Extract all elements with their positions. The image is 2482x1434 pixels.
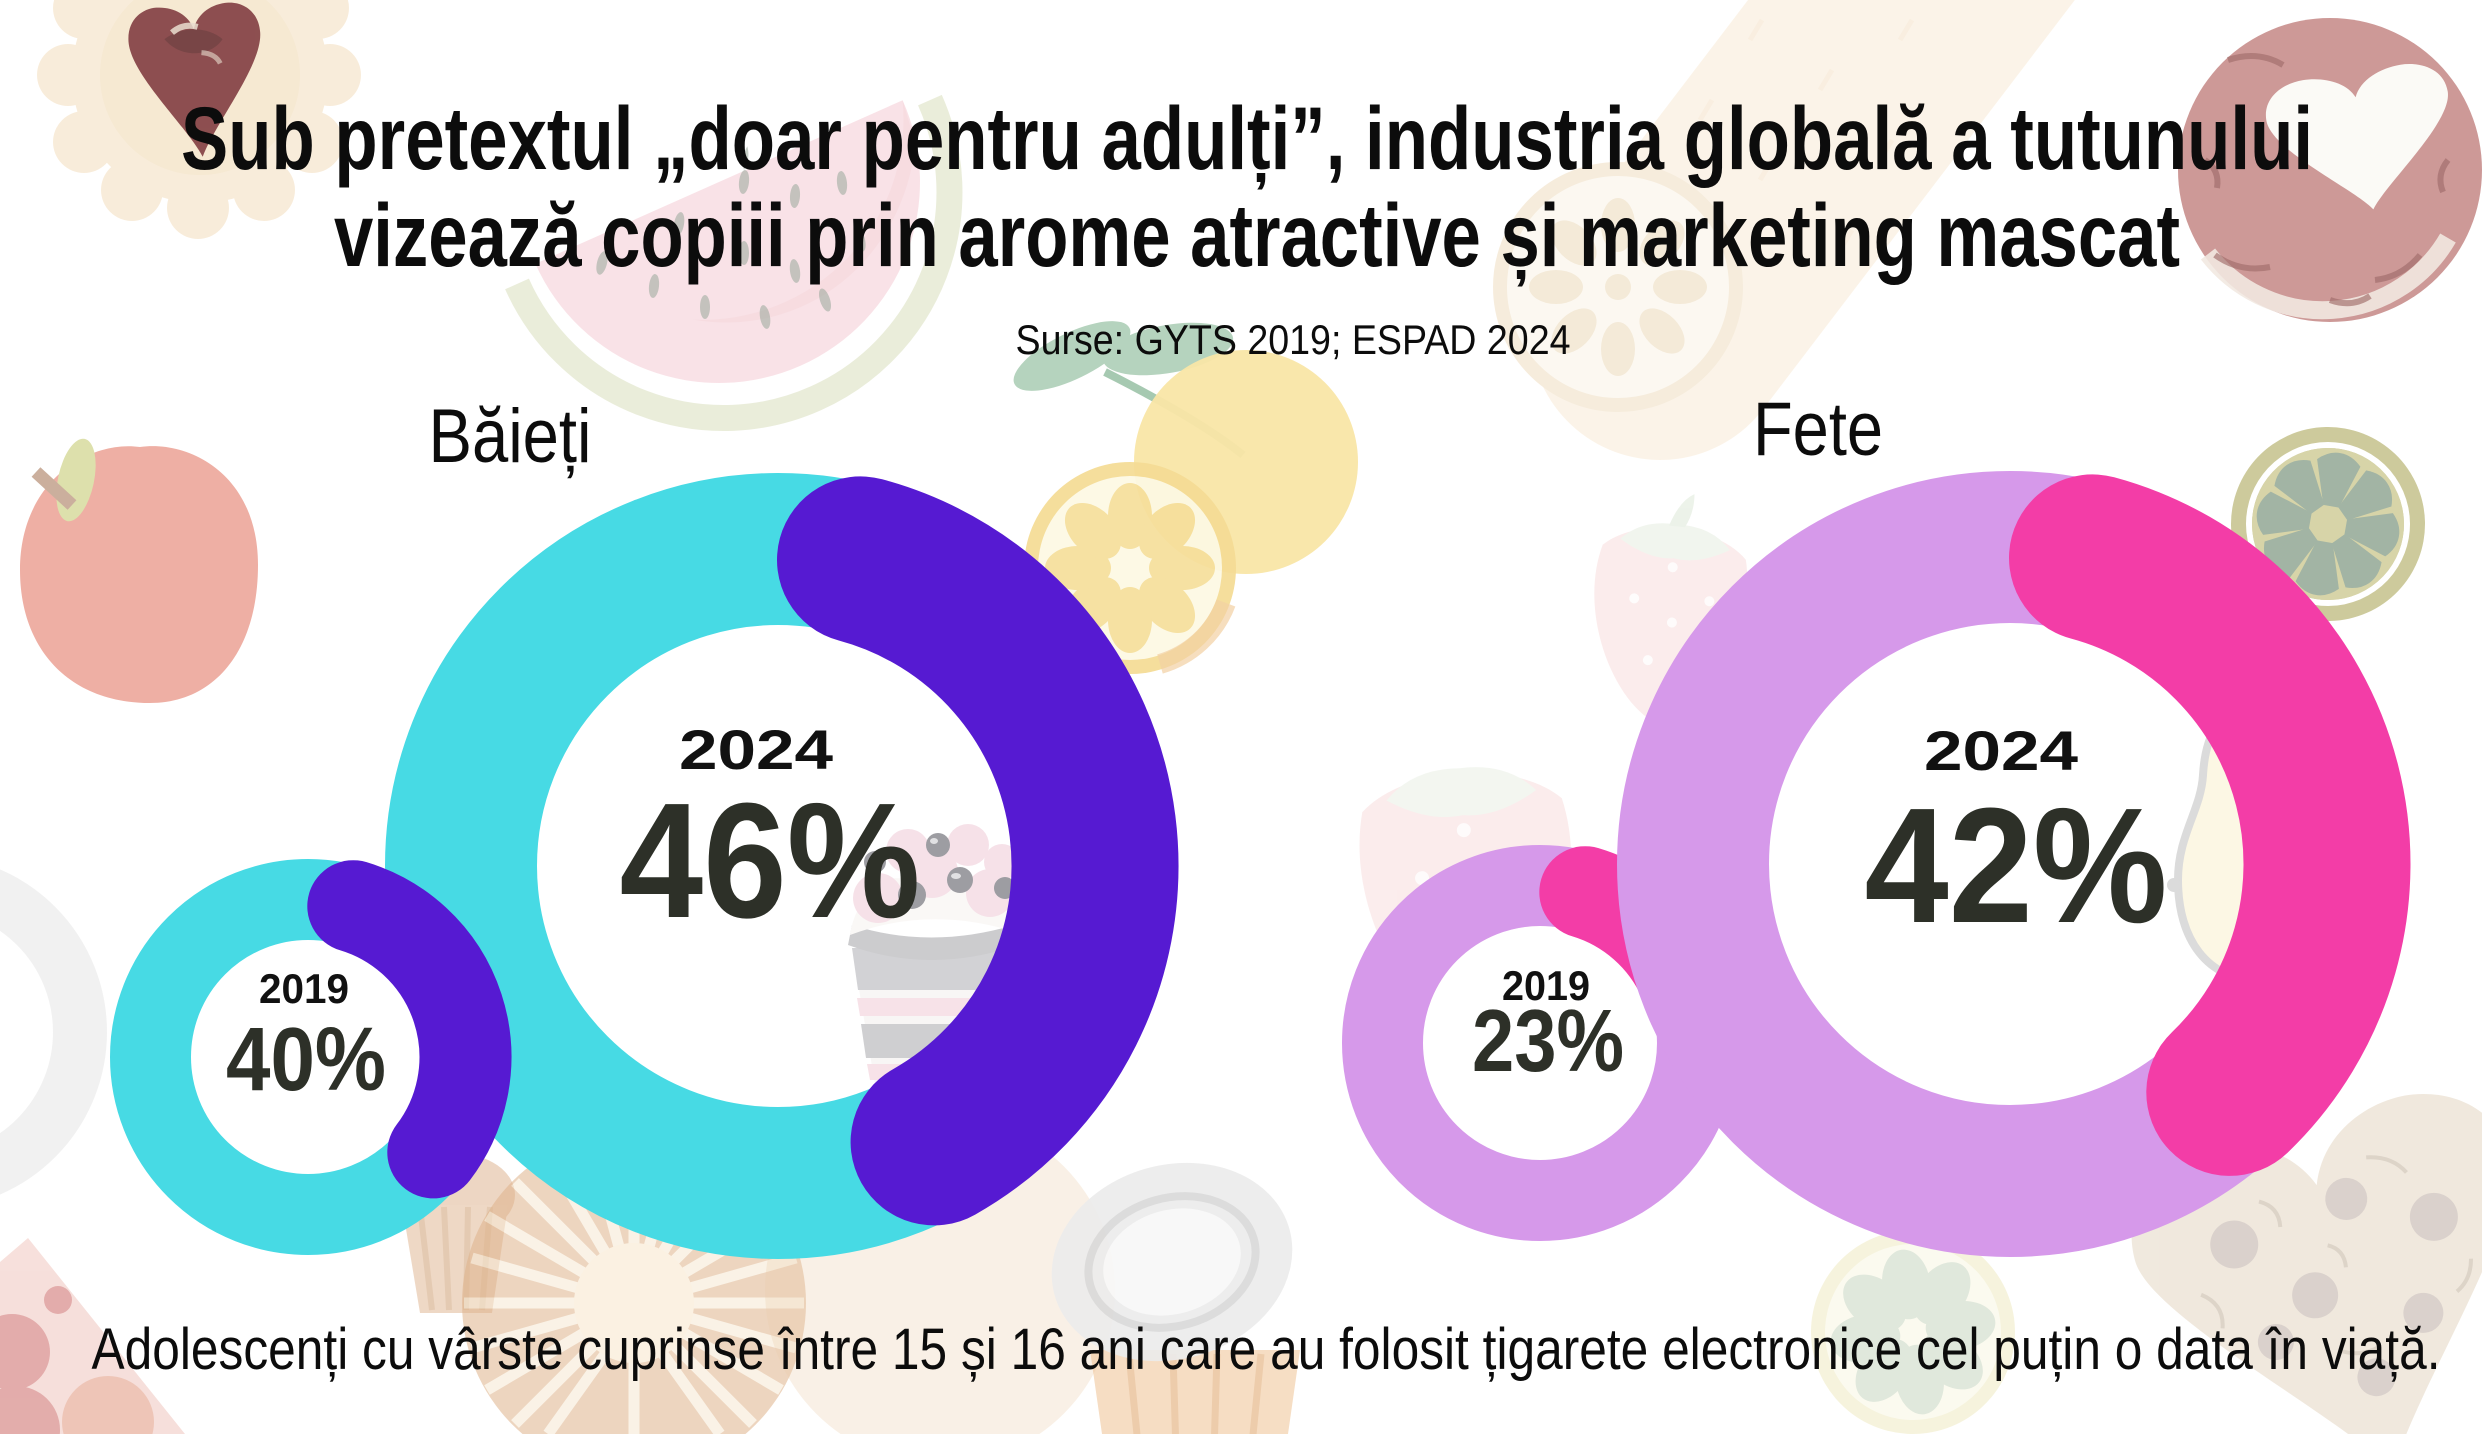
svg-text:46%: 46% (620, 769, 921, 952)
svg-text:Adolescenți cu vârste cuprinse: Adolescenți cu vârste cuprinse între 15 … (92, 1317, 2441, 1382)
svg-text:2019: 2019 (259, 965, 349, 1012)
svg-text:42%: 42% (1865, 774, 2168, 957)
svg-text:Băieți: Băieți (429, 394, 592, 479)
svg-text:2019: 2019 (1502, 962, 1590, 1009)
svg-text:2024: 2024 (679, 718, 833, 781)
svg-text:23%: 23% (1472, 991, 1624, 1090)
svg-text:Surse: GYTS 2019; ESPAD 2024: Surse: GYTS 2019; ESPAD 2024 (1016, 316, 1571, 363)
svg-text:Fete: Fete (1753, 387, 1883, 472)
svg-text:Sub pretextul „doar pentru adu: Sub pretextul „doar pentru adulți”, indu… (181, 88, 2313, 190)
svg-text:40%: 40% (226, 1010, 386, 1110)
svg-text:2024: 2024 (1924, 719, 2078, 782)
svg-text:vizează copiii prin arome atra: vizează copiii prin arome atractive și m… (334, 185, 2180, 287)
